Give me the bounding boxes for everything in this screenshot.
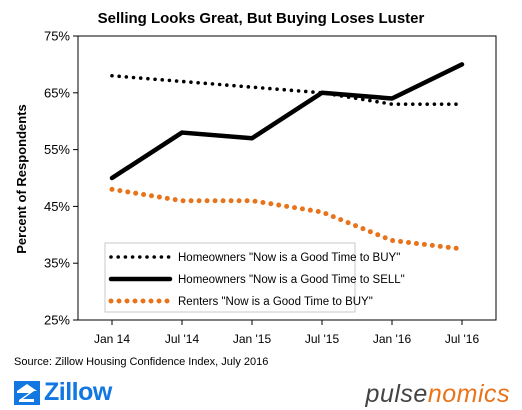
pulsenomics-wordmark-part-2: nomics xyxy=(427,380,510,408)
x-tick-label: Jan 14 xyxy=(94,332,130,346)
zillow-z-icon xyxy=(14,380,40,405)
series-line-2 xyxy=(109,62,465,181)
x-tick-label: Jul '15 xyxy=(305,332,340,346)
series-layer xyxy=(109,62,465,252)
pulsenomics-logo: pulsenomics xyxy=(366,380,510,409)
y-axis: 25% 35% 45% 55% 65% 75% xyxy=(44,29,78,328)
plot-area-frame xyxy=(77,35,497,321)
y-tick-label: 55% xyxy=(44,142,70,157)
legend-label-2: Homeowners "Now is a Good Time to SELL" xyxy=(178,274,405,286)
chart-title: Selling Looks Great, But Buying Loses Lu… xyxy=(98,10,425,27)
series-line-1 xyxy=(110,73,464,106)
x-tick-label: Jan '16 xyxy=(373,332,412,346)
zillow-wordmark: Zillow xyxy=(44,378,112,406)
series-line-3 xyxy=(109,186,465,252)
x-tick-label: Jul '14 xyxy=(165,332,200,346)
pulsenomics-wordmark-part-1: pulse xyxy=(365,380,428,408)
y-axis-label: Percent of Respondents xyxy=(14,104,29,254)
legend-label-1: Homeowners "Now is a Good Time to BUY" xyxy=(178,252,400,264)
legend: Homeowners "Now is a Good Time to BUY" Ho… xyxy=(104,242,405,313)
y-tick-label: 35% xyxy=(44,256,70,271)
x-tick-label: Jan '15 xyxy=(233,332,272,346)
x-tick-label: Jul '16 xyxy=(445,332,480,346)
x-axis: Jan 14 Jul '14 Jan '15 Jul '15 Jan '16 Jul '1… xyxy=(94,320,479,346)
y-tick-label: 75% xyxy=(44,29,70,44)
legend-label-3: Renters "Now is a Good Time to BUY" xyxy=(178,296,373,308)
y-tick-label: 45% xyxy=(44,199,70,214)
y-tick-label: 65% xyxy=(44,85,70,100)
line-chart: Selling Looks Great, But Buying Loses Lu… xyxy=(14,10,497,346)
y-tick-label: 25% xyxy=(44,313,70,328)
zillow-logo: Zillow xyxy=(14,378,112,407)
source-note: Source: Zillow Housing Confidence Index,… xyxy=(14,356,269,368)
